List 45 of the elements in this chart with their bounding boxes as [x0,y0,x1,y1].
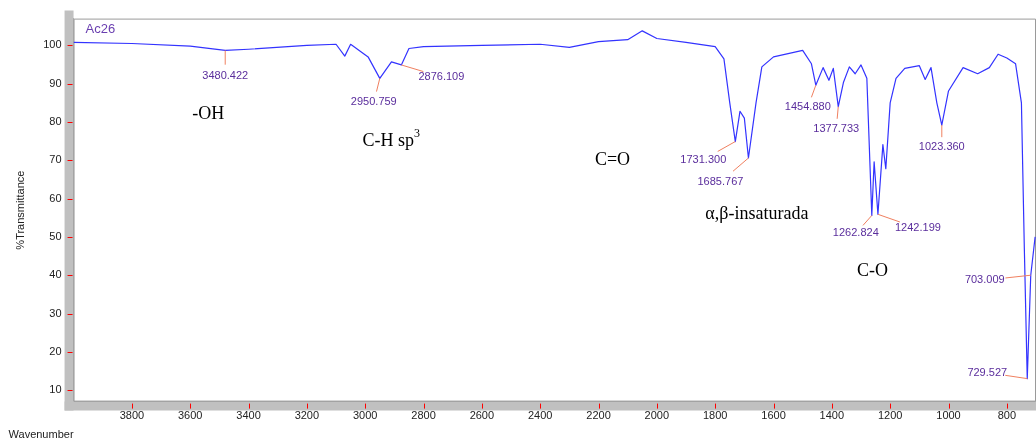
x-tick-label: 3000 [352,409,378,422]
y-tick-label: 90 [49,76,62,89]
x-tick-label: 2200 [586,409,611,422]
annotation: 2876.109 [418,69,465,82]
annotation: 1685.767 [697,175,744,188]
annotation: C-O [856,260,888,281]
x-tick-label: 1600 [761,409,786,422]
y-tick-label: 10 [49,383,62,396]
y-axis-title: %Transmittance [13,170,26,250]
annotation: 2950.759 [350,95,397,108]
x-tick-label: 800 [997,409,1017,422]
y-tick-label: 20 [49,344,62,357]
annotation: -OH [192,103,225,124]
annotation: 1731.300 [680,152,727,165]
annotation: 1242.199 [894,221,941,234]
x-tick-label: 3600 [177,409,203,422]
y-tick-label: 80 [49,115,62,128]
annotation: 729.527 [967,365,1008,378]
x-tick-label: 3400 [236,409,261,422]
y-tick-label: 50 [49,229,62,242]
x-tick-label: 2400 [527,409,553,422]
y-tick-label: 100 [43,38,62,51]
x-tick-label: 1800 [702,409,728,422]
x-tick-label: 1000 [936,409,961,422]
x-tick-label: 3200 [294,409,320,422]
annotation: 1262.824 [832,226,879,239]
annotation: α,β-insaturada [705,202,809,223]
annotation: C=O [594,149,631,170]
x-axis-title: Wavenumber [8,428,74,441]
x-tick-label: 3800 [119,409,145,422]
y-tick-label: 30 [49,306,62,319]
annotation: 703.009 [964,273,1005,286]
y-tick-label: 40 [49,268,62,281]
annotation: 1377.733 [813,121,860,134]
x-tick-label: 2000 [644,409,670,422]
y-tick-label: 60 [49,191,62,204]
annotation: 1454.880 [784,100,831,113]
x-tick-label: 2600 [469,409,495,422]
x-tick-label: 1400 [819,409,845,422]
series-label: Ac26 [85,20,116,36]
x-tick-label: 2800 [411,409,436,422]
x-tick-label: 1200 [877,409,903,422]
annotation: 1023.360 [918,140,965,153]
y-tick-label: 70 [49,153,62,166]
annotation: 3480.422 [202,69,249,82]
